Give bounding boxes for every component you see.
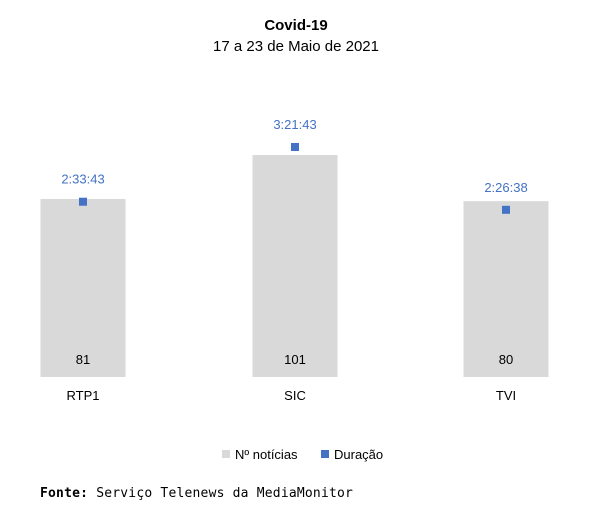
bar-value-label: 101 [284, 352, 306, 367]
source-text: Serviço Telenews da MediaMonitor [96, 486, 354, 501]
bar-rtp1 [40, 198, 126, 377]
duration-marker [291, 143, 299, 151]
bar-sic [252, 155, 338, 377]
duration-marker [502, 205, 510, 214]
duration-label: 2:26:38 [484, 180, 527, 195]
category-label: RTP1 [67, 388, 100, 403]
chart-subtitle: 17 a 23 de Maio de 2021 [213, 38, 379, 55]
bar-tvi [463, 201, 549, 377]
legend-label-count: Nº notícias [235, 447, 298, 462]
legend: Nº notícias Duração [222, 447, 383, 462]
source-label: Fonte: [40, 486, 89, 501]
legend-swatch-duration [321, 450, 329, 458]
duration-label: 3:21:43 [273, 117, 316, 132]
bar-value-label: 81 [76, 352, 90, 367]
chart-title: Covid-19 [264, 17, 327, 34]
source-note: Fonte: Serviço Telenews da MediaMonitor [40, 486, 353, 501]
bar-value-label: 80 [499, 352, 513, 367]
legend-label-duration: Duração [334, 447, 383, 462]
duration-marker [79, 197, 87, 206]
category-label: SIC [284, 388, 306, 403]
duration-label: 2:33:43 [61, 172, 104, 187]
plot-area: 81 RTP1 2:33:43 101 SIC 3:21:43 80 TVI 2:26:38 [40, 117, 549, 403]
legend-swatch-count [222, 450, 230, 458]
chart: Covid-19 17 a 23 de Maio de 2021 81 RTP1 2… [40, 17, 549, 462]
category-label: TVI [496, 388, 516, 403]
